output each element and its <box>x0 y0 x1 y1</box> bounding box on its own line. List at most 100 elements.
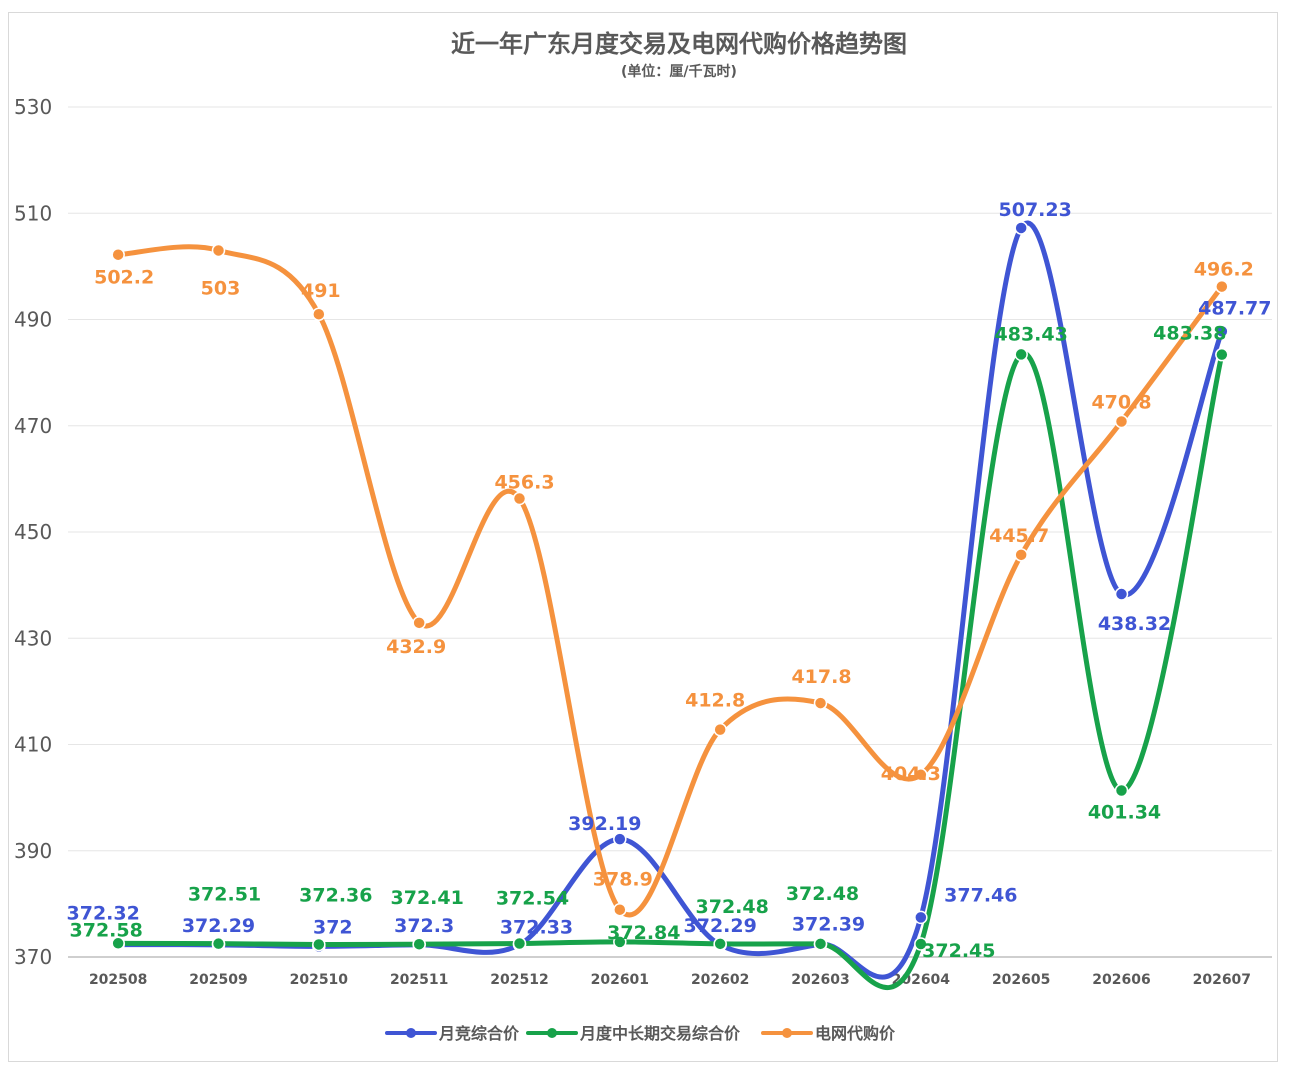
legend-marker-icon <box>782 1028 792 1038</box>
y-tick-label: 370 <box>14 945 52 969</box>
mid-long-term-price-data-label: 483.38 <box>1153 323 1226 345</box>
mid-long-term-price-line <box>115 351 1225 990</box>
monthly-auction-price-data-label: 377.46 <box>944 884 1017 906</box>
grid-purchase-price-point <box>1114 414 1129 429</box>
grid-purchase-price-data-label: 456.3 <box>494 472 554 494</box>
grid-purchase-price-data-label: 404.3 <box>881 763 941 785</box>
grid-purchase-price-point <box>512 491 527 506</box>
x-axis-ticks: 202508 202509 202510 202511 202512 202601 2026… <box>89 972 1251 988</box>
monthly-auction-price-data-label: 487.77 <box>1198 297 1271 319</box>
chart-subtitle: (单位：厘/千瓦时) <box>621 63 737 80</box>
grid-purchase-price-data-label: 502.2 <box>94 267 154 289</box>
mid-long-term-price-data-label: 483.43 <box>995 323 1068 345</box>
mid-long-term-price-data-label: 401.34 <box>1088 802 1161 824</box>
monthly-auction-price-point <box>914 910 928 925</box>
monthly-auction-price-data-label: 372.29 <box>684 915 757 937</box>
mid-long-term-price-data-label: 372.58 <box>70 919 143 941</box>
x-tick-label: 202511 <box>390 972 448 988</box>
chart-title: 近一年广东月度交易及电网代购价格趋势图 <box>451 30 907 58</box>
mid-long-term-price-data-label: 372.36 <box>299 884 372 906</box>
monthly-auction-price-point <box>613 832 627 846</box>
mid-long-term-price-point <box>312 937 326 952</box>
y-tick-label: 510 <box>14 201 52 225</box>
monthly-auction-price-data-label: 438.32 <box>1098 613 1171 635</box>
x-tick-label: 202512 <box>490 972 548 988</box>
legend-label: 电网代购价 <box>815 1024 896 1043</box>
mid-long-term-price-point <box>412 937 426 951</box>
y-tick-label: 390 <box>14 839 52 863</box>
legend-marker-icon <box>547 1028 557 1038</box>
mid-long-term-price-point <box>111 936 125 951</box>
mid-long-term-price-data-label: 372.48 <box>786 883 859 905</box>
grid-purchase-price-point <box>211 243 226 258</box>
y-tick-label: 470 <box>14 414 52 438</box>
monthly-auction-price-data-label: 372 <box>313 916 353 938</box>
x-tick-label: 202602 <box>691 972 749 988</box>
monthly-auction-price-data-label: 372.33 <box>500 917 573 939</box>
monthly-auction-price-point <box>1014 221 1028 235</box>
monthly-auction-price-data-label: 372.39 <box>792 913 865 935</box>
mid-long-term-price-point <box>211 936 226 951</box>
y-tick-label: 490 <box>14 308 52 332</box>
mid-long-term-price-data-label: 372.48 <box>696 896 769 918</box>
y-tick-label: 530 <box>14 95 52 119</box>
mid-long-term-price-point <box>1215 347 1229 362</box>
grid-purchase-price-point <box>914 768 928 782</box>
x-tick-label: 202509 <box>189 972 247 988</box>
monthly-auction-price-point <box>1215 324 1229 339</box>
grid-purchase-price-point <box>813 696 828 710</box>
y-tick-label: 430 <box>14 626 52 650</box>
grid-purchase-price-point <box>613 902 627 917</box>
grid-purchase-price-point <box>312 307 326 321</box>
x-tick-label: 202605 <box>992 972 1050 988</box>
data-points <box>111 221 1229 954</box>
legend-marker-icon <box>406 1028 416 1038</box>
mid-long-term-price-data-label: 372.54 <box>496 888 569 910</box>
x-tick-label: 202607 <box>1193 972 1251 988</box>
grid-purchase-price-point <box>412 616 426 630</box>
x-tick-label: 202508 <box>89 972 147 988</box>
y-tick-label: 450 <box>14 520 52 544</box>
grid-purchase-price-line <box>115 244 1225 918</box>
x-tick-label: 202603 <box>791 972 849 988</box>
monthly-auction-price-point <box>1114 587 1129 601</box>
mid-long-term-price-point <box>512 936 527 951</box>
grid-purchase-price-data-label: 412.8 <box>685 690 745 712</box>
y-tick-label: 410 <box>14 733 52 757</box>
grid-purchase-price-point <box>1014 548 1028 562</box>
grid-purchase-price-data-label: 417.8 <box>791 666 851 688</box>
monthly-auction-price-data-label: 372.3 <box>394 915 454 937</box>
grid-purchase-price-data-label: 470.8 <box>1091 392 1151 414</box>
legend: 月竞综合价 月度中长期交易综合价 电网代购价 <box>385 1024 896 1043</box>
legend-label: 月竞综合价 <box>438 1024 520 1043</box>
mid-long-term-price-point <box>813 937 828 951</box>
legend-label: 月度中长期交易综合价 <box>579 1024 741 1043</box>
monthly-auction-price-data-label: 392.19 <box>568 813 641 835</box>
monthly-auction-price-data-label: 372.32 <box>67 903 140 925</box>
y-axis-ticks: 370 390 410 430 450 470 490 510 530 <box>14 95 52 969</box>
monthly-auction-price-data-label: 372.29 <box>182 915 255 937</box>
mid-long-term-price-data-label: 372.41 <box>391 887 464 909</box>
grid-purchase-price-data-label: 445.7 <box>989 525 1049 547</box>
grid-purchase-price-data-label: 491 <box>301 280 341 302</box>
grid-purchase-price-data-label: 378.9 <box>593 869 653 891</box>
mid-long-term-price-data-label: 372.51 <box>188 884 261 906</box>
monthly-auction-price-data-label: 507.23 <box>999 199 1072 221</box>
grid-purchase-price-point <box>713 722 727 737</box>
mid-long-term-price-point <box>713 937 727 951</box>
grid-purchase-price-data-label: 496.2 <box>1194 259 1254 281</box>
grid-purchase-price-point <box>1215 279 1229 294</box>
mid-long-term-price-data-label: 372.84 <box>607 922 680 944</box>
mid-long-term-price-point <box>1014 347 1028 362</box>
x-tick-label: 202606 <box>1092 972 1150 988</box>
x-tick-label: 202601 <box>591 972 649 988</box>
grid-purchase-price-data-label: 503 <box>201 277 241 299</box>
mid-long-term-price-data-label: 372.45 <box>922 940 995 962</box>
grid-purchase-price-data-label: 432.9 <box>386 636 446 658</box>
grid-purchase-price-point <box>111 247 125 262</box>
mid-long-term-price-point <box>613 935 627 949</box>
x-tick-label: 202510 <box>290 972 349 988</box>
gridlines <box>68 106 1272 958</box>
